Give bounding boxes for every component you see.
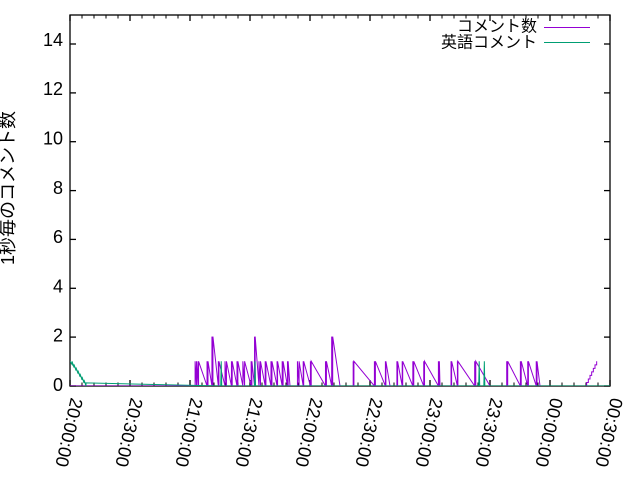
svg-text:4: 4 (53, 276, 63, 296)
svg-text:12: 12 (43, 79, 63, 99)
svg-text:10: 10 (43, 129, 63, 149)
svg-text:0: 0 (53, 375, 63, 395)
svg-text:1秒毎のコメント数: 1秒毎のコメント数 (0, 111, 18, 265)
svg-text:8: 8 (53, 178, 63, 198)
svg-text:6: 6 (53, 227, 63, 247)
svg-text:英語コメント: 英語コメント (441, 34, 537, 52)
svg-text:2: 2 (53, 326, 63, 346)
svg-text:14: 14 (43, 30, 63, 50)
svg-text:コメント数: コメント数 (457, 18, 537, 36)
